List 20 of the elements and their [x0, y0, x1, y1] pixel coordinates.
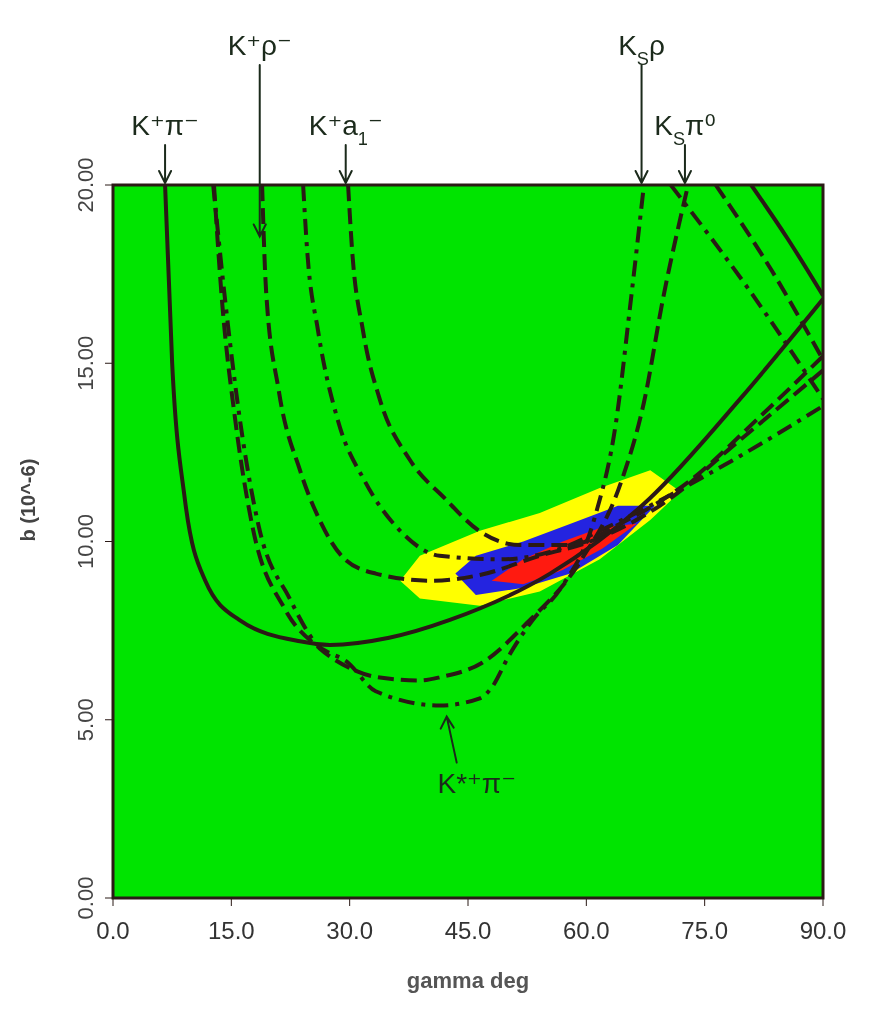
annotation: K⁺a$_{1}$⁻	[308, 110, 383, 149]
y-tick-label: 5.00	[73, 698, 98, 742]
x-tick-label: 45.0	[444, 917, 492, 945]
x-tick-label: 0.0	[96, 917, 130, 945]
annotation: K⁺π⁻	[131, 110, 199, 141]
y-tick-label: 10.00	[73, 513, 98, 570]
annotation: K*⁺π⁻	[437, 767, 516, 799]
annotation: K⁺ρ⁻	[227, 30, 292, 61]
x-tick-label: 30.0	[326, 917, 374, 945]
x-axis-title: gamma deg	[406, 968, 530, 993]
y-tick-label: 15.00	[73, 335, 98, 391]
annotation: K$_{S}$ρ	[618, 30, 665, 69]
annotation: K$_{S}$π⁰	[654, 110, 716, 149]
x-tick-label: 60.0	[562, 917, 610, 945]
y-tick-label: 0.00	[73, 876, 98, 920]
x-tick-label: 90.0	[799, 917, 847, 945]
y-tick-label: 20.00	[73, 157, 98, 213]
x-tick-label: 15.0	[207, 917, 255, 945]
x-tick-label: 75.0	[681, 917, 729, 945]
y-axis-title: b (10^-6)	[17, 458, 40, 542]
